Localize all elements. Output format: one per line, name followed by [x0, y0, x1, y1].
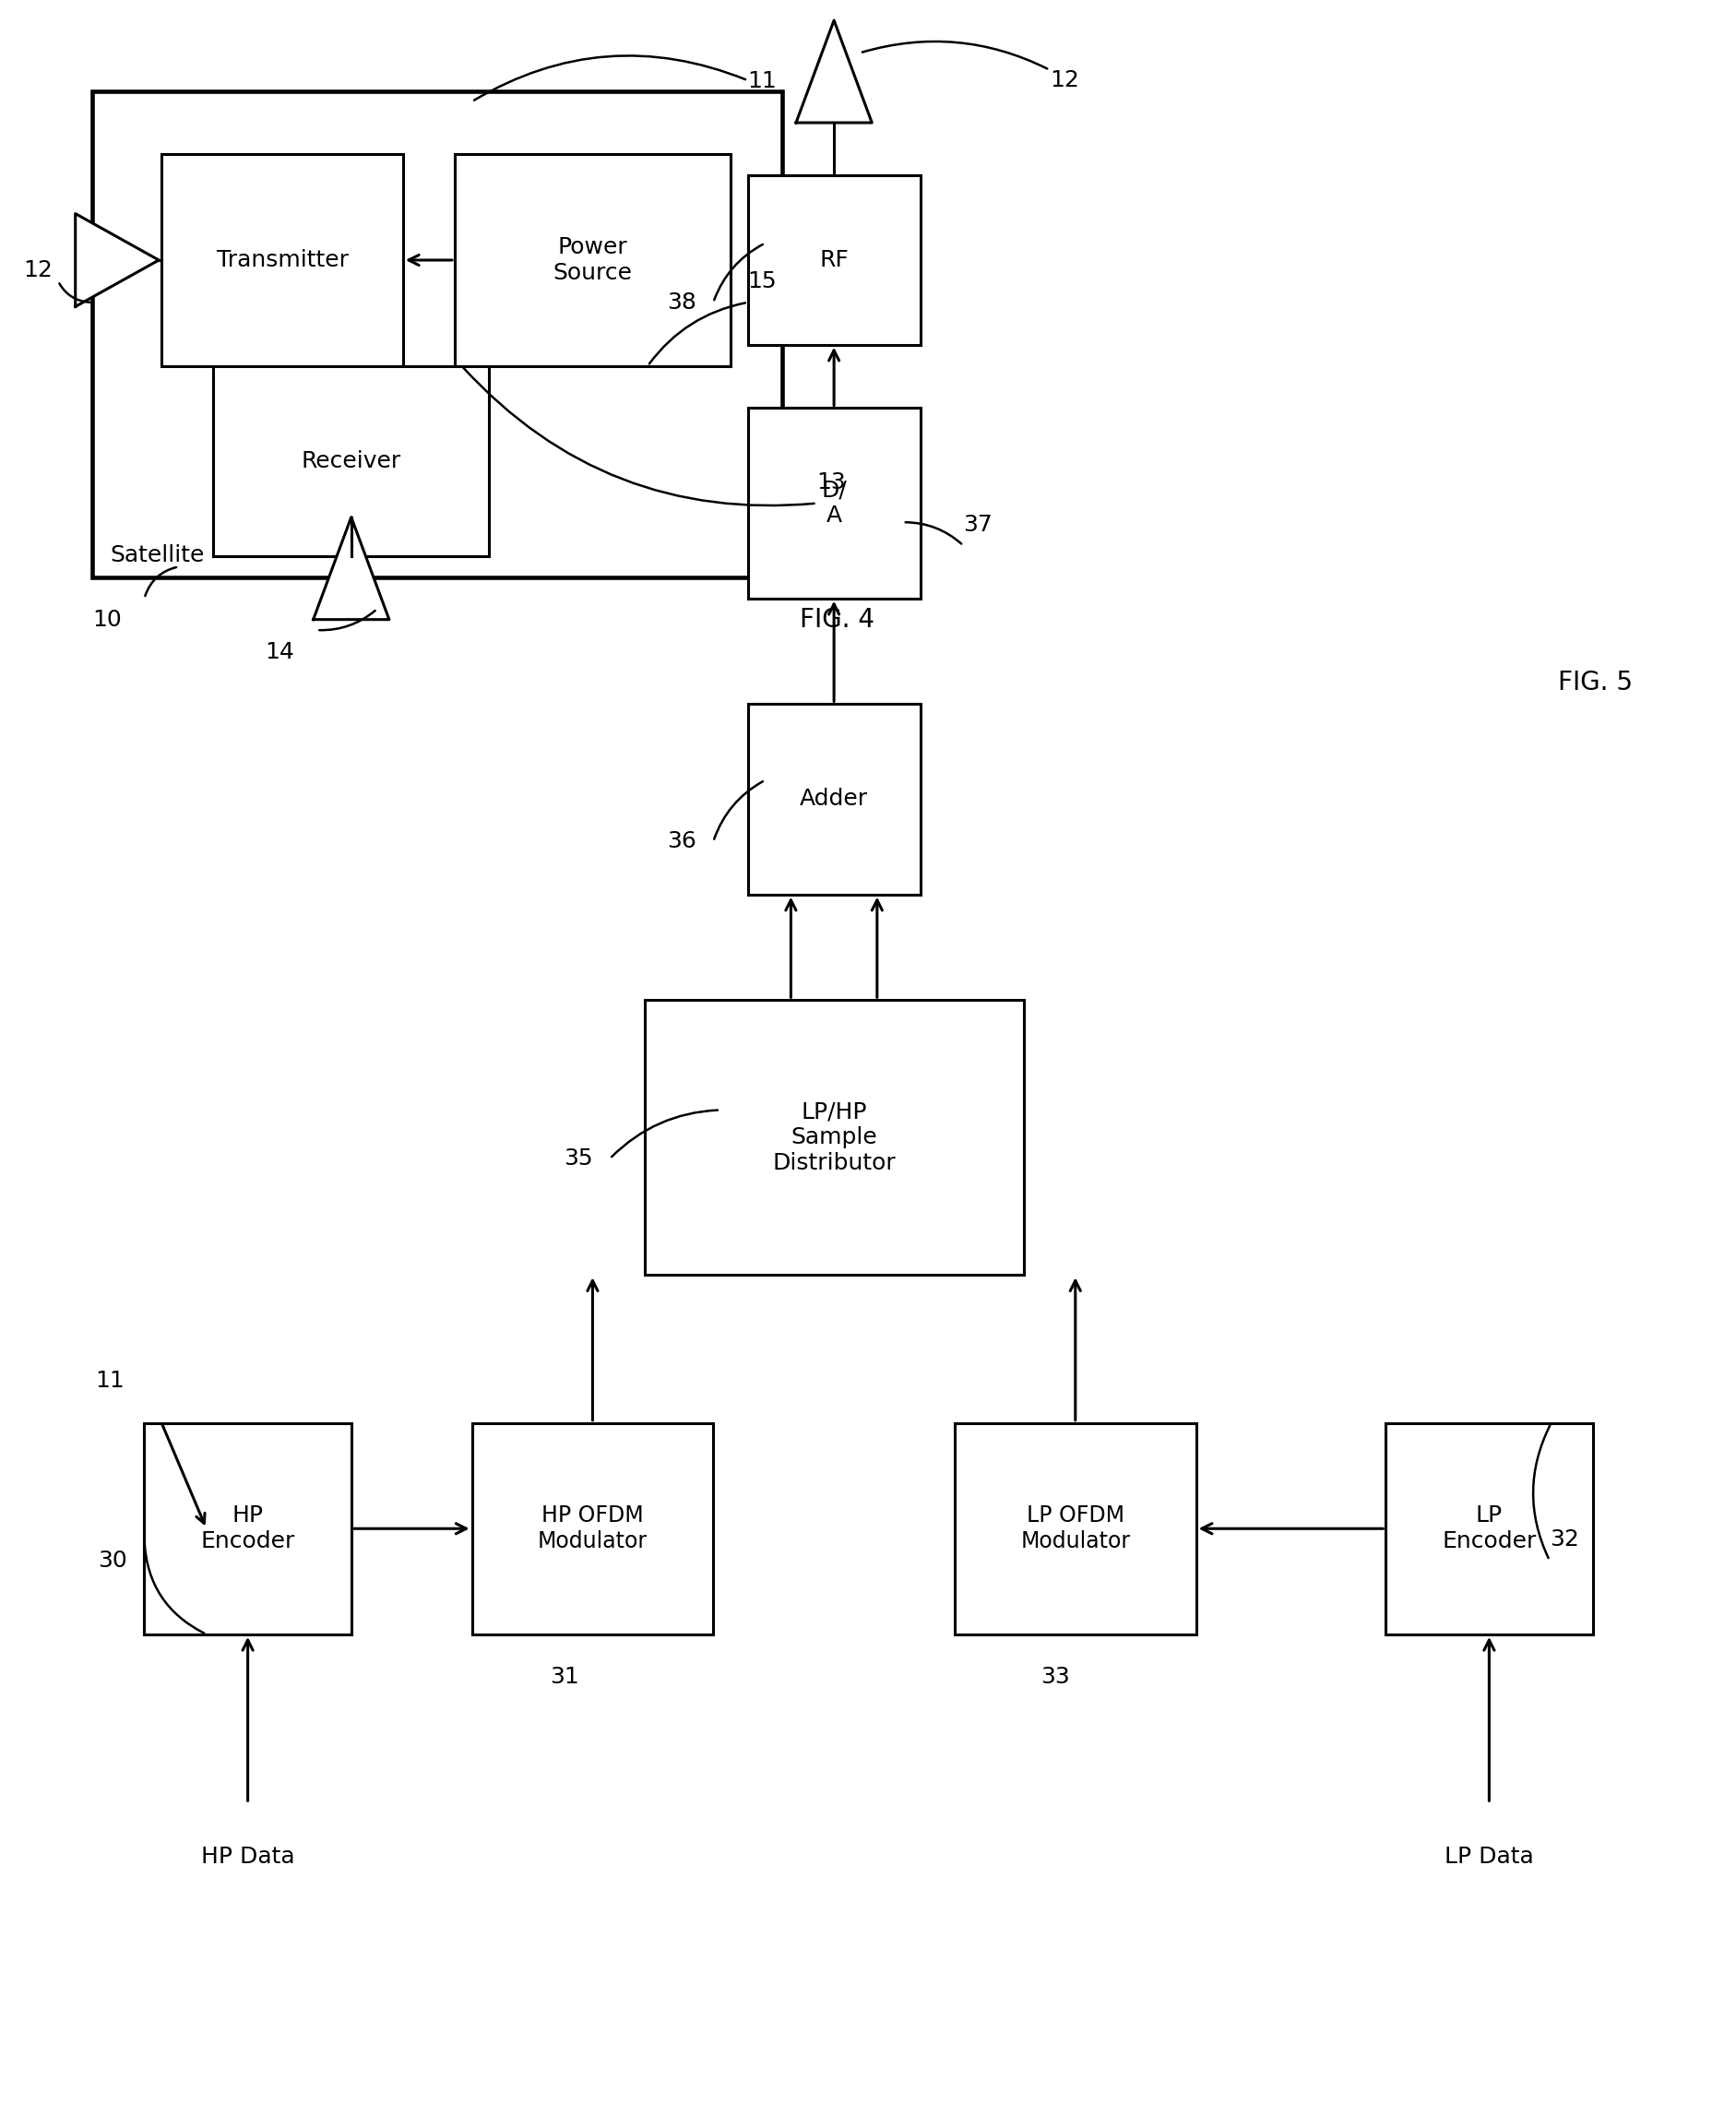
Text: D/
A: D/ A	[821, 479, 847, 527]
FancyBboxPatch shape	[472, 1423, 713, 1634]
Text: 10: 10	[92, 608, 122, 632]
Polygon shape	[795, 21, 871, 123]
Text: FIG. 5: FIG. 5	[1557, 670, 1632, 696]
FancyBboxPatch shape	[644, 1000, 1023, 1274]
Text: Receiver: Receiver	[300, 451, 401, 472]
Text: HP Data: HP Data	[201, 1846, 295, 1868]
FancyBboxPatch shape	[455, 155, 731, 366]
Polygon shape	[312, 517, 389, 619]
Text: 12: 12	[1049, 70, 1078, 91]
Text: Adder: Adder	[799, 789, 868, 810]
Text: 13: 13	[816, 470, 845, 493]
Text: 30: 30	[97, 1551, 127, 1572]
Text: Transmitter: Transmitter	[217, 249, 347, 270]
Text: 33: 33	[1040, 1665, 1069, 1689]
Text: 37: 37	[963, 513, 991, 536]
Text: Power
Source: Power Source	[552, 236, 632, 285]
Text: FIG. 4: FIG. 4	[799, 606, 873, 632]
Text: 32: 32	[1549, 1527, 1578, 1551]
FancyBboxPatch shape	[748, 704, 920, 893]
FancyBboxPatch shape	[748, 408, 920, 598]
FancyBboxPatch shape	[144, 1423, 351, 1634]
Text: 31: 31	[549, 1665, 578, 1689]
Text: LP OFDM
Modulator: LP OFDM Modulator	[1019, 1504, 1130, 1553]
FancyBboxPatch shape	[161, 155, 403, 366]
Text: 35: 35	[562, 1149, 592, 1170]
Text: 14: 14	[266, 640, 295, 664]
Text: 36: 36	[667, 830, 696, 853]
Text: 38: 38	[667, 291, 696, 313]
FancyBboxPatch shape	[1385, 1423, 1592, 1634]
Text: RF: RF	[819, 249, 849, 270]
Text: 11: 11	[748, 70, 776, 91]
Text: 12: 12	[24, 259, 54, 281]
Text: 11: 11	[95, 1370, 125, 1391]
Text: LP Data: LP Data	[1444, 1846, 1533, 1868]
Text: HP
Encoder: HP Encoder	[200, 1504, 295, 1553]
FancyBboxPatch shape	[955, 1423, 1196, 1634]
Text: LP/HP
Sample
Distributor: LP/HP Sample Distributor	[773, 1102, 896, 1174]
FancyBboxPatch shape	[92, 91, 781, 576]
FancyBboxPatch shape	[748, 177, 920, 345]
Text: Satellite: Satellite	[109, 545, 205, 566]
Polygon shape	[75, 213, 158, 306]
FancyBboxPatch shape	[214, 366, 490, 555]
Text: HP OFDM
Modulator: HP OFDM Modulator	[538, 1504, 648, 1553]
Text: LP
Encoder: LP Encoder	[1441, 1504, 1536, 1553]
Text: 15: 15	[748, 270, 776, 291]
